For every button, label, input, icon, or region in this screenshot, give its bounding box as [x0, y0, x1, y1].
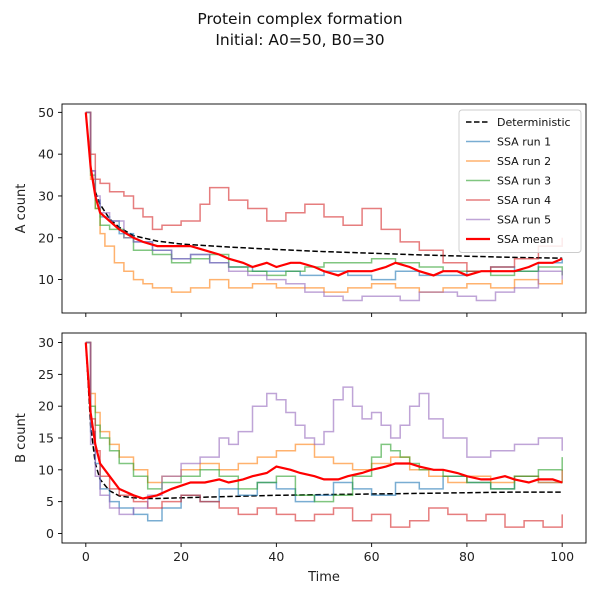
legend-label-ssa-mean: SSA mean	[497, 233, 553, 246]
x-tick-label: 0	[82, 549, 90, 564]
legend-label-ssa-run-3: SSA run 3	[497, 175, 551, 188]
y-tick-label: 15	[38, 431, 54, 446]
panel-2: 0 20 40 60 80 100 0 5 10 15 20 25 30 B count Time	[14, 332, 587, 585]
legend-box	[458, 109, 582, 253]
title-line-2: Initial: A0=50, B0=30	[215, 31, 385, 49]
y-tick-label: 50	[38, 105, 54, 120]
legend: Deterministic SSA run 1 SSA run 2 SSA run 3…	[458, 109, 582, 253]
series-ssa-run-4-line	[85, 341, 563, 528]
x-tick-label: 80	[459, 549, 475, 564]
series-ssa-run-3-line	[85, 341, 563, 503]
y-tick-label: 40	[38, 147, 54, 162]
x-tick-label: 60	[364, 549, 380, 564]
x-tick-label: 40	[268, 549, 284, 564]
x-axis-label: Time	[307, 570, 340, 585]
series-group	[84, 341, 563, 528]
legend-label-ssa-run-5: SSA run 5	[497, 214, 551, 227]
y-tick-label: 30	[38, 335, 54, 350]
y-tick-label: 10	[38, 462, 54, 477]
legend-label-ssa-run-2: SSA run 2	[497, 155, 551, 168]
series-ssa-run-5-line	[85, 111, 563, 302]
legend-label-ssa-run-1: SSA run 1	[497, 136, 551, 149]
figure-title: Protein complex formation Initial: A0=50…	[0, 9, 600, 51]
series-ssa-mean-line	[84, 342, 563, 500]
legend-label-ssa-run-4: SSA run 4	[497, 194, 551, 207]
series-group	[84, 111, 563, 302]
x-tick-label: 100	[550, 549, 574, 564]
y-tick-label: 20	[38, 399, 54, 414]
y-axis-label: A count	[14, 184, 29, 234]
x-tick-label: 20	[173, 549, 189, 564]
y-tick-label: 25	[38, 367, 54, 382]
series-ssa-run-4-line	[85, 111, 563, 272]
series-ssa-run-2-line	[85, 111, 563, 293]
series-ssa-run-2-line	[85, 341, 563, 484]
y-tick-label: 10	[38, 272, 54, 287]
y-tick-label: 30	[38, 188, 54, 203]
series-ssa-mean-line	[84, 112, 563, 277]
y-axis-label: B count	[14, 413, 29, 463]
series-deterministic-line	[85, 342, 563, 500]
panel-1: 10 20 30 40 50 A count Deterministic SSA run 1 S…	[14, 103, 587, 317]
title-line-1: Protein complex formation	[197, 10, 403, 28]
y-tick-label: 0	[46, 526, 54, 541]
y-tick-label: 20	[38, 230, 54, 245]
axes-frame	[61, 103, 587, 314]
legend-label-deterministic: Deterministic	[497, 116, 571, 129]
y-tick-label: 5	[46, 494, 54, 509]
series-ssa-run-5-line	[85, 341, 563, 516]
